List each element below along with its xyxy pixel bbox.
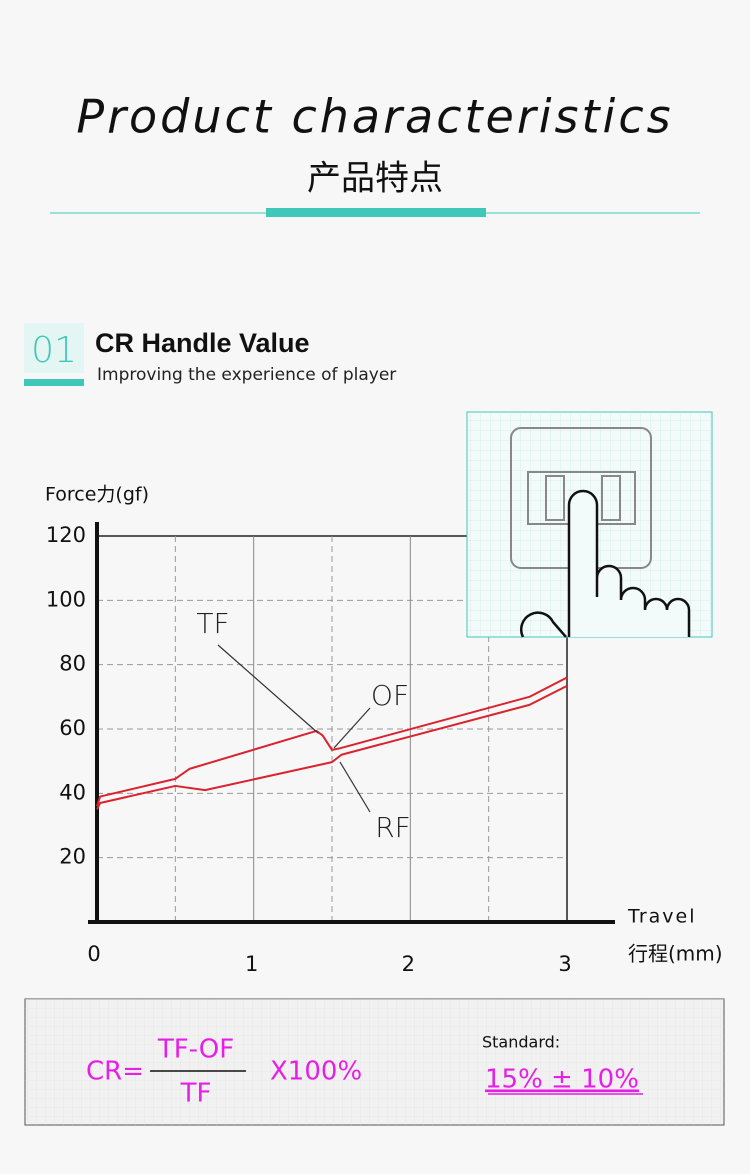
- formula-box: CR= TF-OF TF X100% Standard: 15% ± 10%: [24, 998, 725, 1126]
- y-tick-label: 120: [46, 523, 86, 547]
- y-tick-label: 100: [46, 587, 86, 611]
- page-title: Product characteristics: [76, 90, 673, 144]
- standard-label: Standard:: [482, 1033, 560, 1052]
- standard-value: 15% ± 10%: [485, 1065, 639, 1095]
- y-tick-label: 80: [59, 652, 86, 676]
- annotation: RF: [375, 811, 411, 844]
- x-tick-label: 1: [245, 952, 258, 976]
- page-subtitle: 产品特点: [307, 159, 443, 199]
- formula-lhs: CR=: [86, 1057, 144, 1087]
- x-tick-label: 2: [402, 952, 415, 976]
- section-number: 01: [31, 330, 77, 371]
- x-tick-label: 3: [558, 952, 571, 976]
- series-line: [96, 685, 568, 810]
- annotation: OF: [371, 679, 409, 712]
- inset-illustration: [466, 411, 713, 638]
- annotation-pointer: [217, 644, 319, 734]
- formula-denominator: TF: [180, 1079, 212, 1109]
- x-axis-label: Travel: [627, 906, 696, 928]
- section-title: CR Handle Value: [95, 328, 310, 358]
- divider-accent: [266, 208, 486, 217]
- section-badge-bar: [24, 379, 84, 386]
- y-tick-label: 20: [59, 845, 86, 869]
- y-tick-label: 60: [59, 716, 86, 740]
- annotation-pointer: [333, 707, 371, 749]
- y-axis-label: Force力(gf): [45, 484, 149, 506]
- section-subtitle: Improving the experience of player: [97, 365, 396, 385]
- y-tick-label: 40: [59, 780, 86, 804]
- formula-multiplier: X100%: [270, 1057, 362, 1087]
- series-line: [96, 676, 568, 807]
- x-axis-label-cn: 行程(mm): [628, 942, 723, 966]
- x-tick-label: 0: [87, 942, 100, 966]
- section-badge: [24, 323, 84, 373]
- formula-numerator: TF-OF: [157, 1035, 234, 1065]
- annotation-pointer: [339, 761, 371, 813]
- annotation: TF: [196, 607, 229, 640]
